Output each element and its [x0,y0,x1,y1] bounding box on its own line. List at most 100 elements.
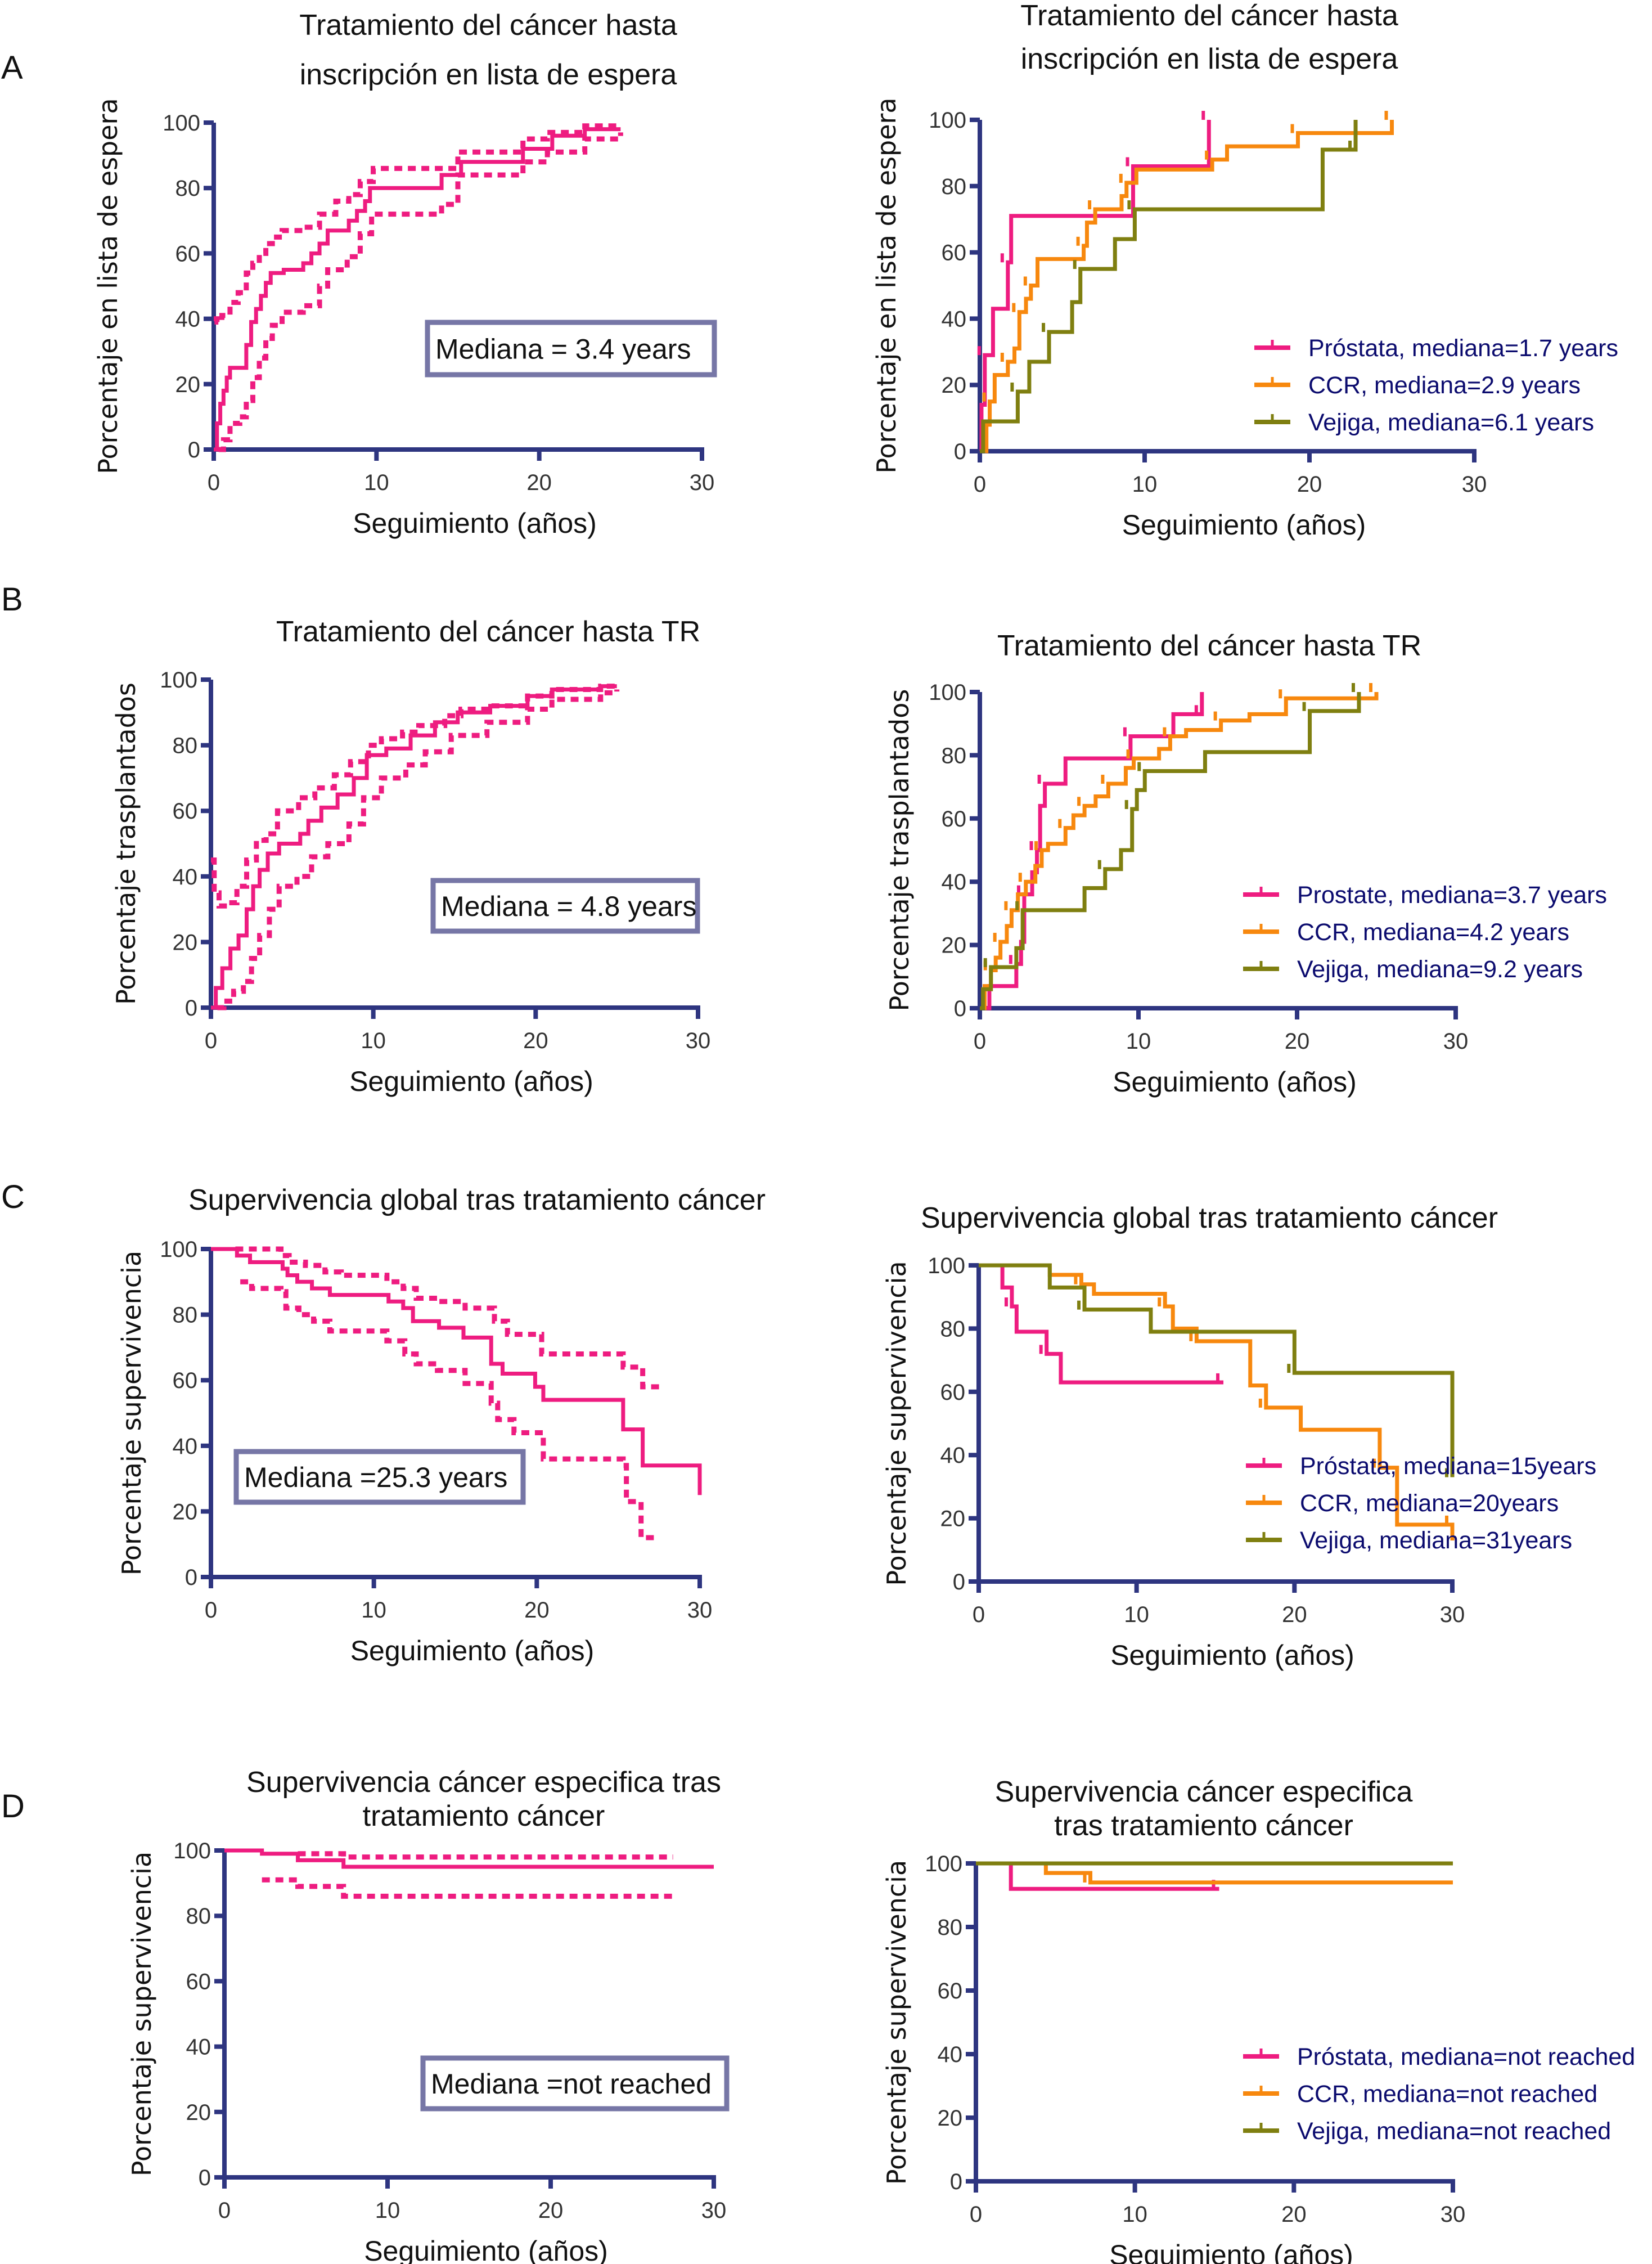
chart-panel-a-left: Tratamiento del cáncer hasta inscripción … [93,9,717,539]
x-axis-label: Seguimiento (años) [1122,509,1366,541]
y-tick-label: 40 [942,307,967,331]
y-tick-label: 60 [942,241,967,266]
y-tick-label: 20 [942,933,967,958]
panel-letter-d: D [1,1788,25,1825]
x-tick-label: 0 [974,472,986,497]
series-vejiga [979,1263,1455,1477]
y-tick-label: 80 [186,1904,211,1929]
median-box [430,878,700,934]
series-estimate [214,127,621,452]
y-tick-label: 0 [185,996,197,1021]
y-tick-label: 100 [173,1839,211,1863]
series-estimate [211,684,617,1010]
y-axis-label: Porcentaje supervivencia [881,1261,912,1585]
x-axis-label: Seguimiento (años) [1110,1639,1354,1671]
y-tick-label: 0 [950,2169,962,2194]
y-tick-label: 20 [173,930,198,955]
x-tick-label: 30 [1443,1029,1469,1054]
chart-title: Supervivencia cáncer especifica tras [246,1766,721,1799]
chart-title: Supervivencia global tras tratamiento cá… [188,1184,766,1216]
chart-title: Tratamiento del cáncer hasta TR [997,630,1421,662]
series-ccr [980,120,1394,453]
legend-label-vejiga: Vejiga, mediana=6.1 years [1308,409,1594,436]
y-tick-label: 0 [188,438,200,462]
legend-label-ccr: CCR, mediana=20years [1300,1490,1559,1517]
y-axis-label: Porcentaje supervivencia [116,1251,147,1575]
median-box [425,320,717,378]
x-tick-label: 10 [375,2198,400,2223]
x-tick-label: 30 [687,1598,713,1623]
x-tick-label: 20 [538,2198,564,2223]
y-tick-label: 80 [942,743,967,768]
x-axis-label: Seguimiento (años) [1109,2239,1353,2264]
median-label: Mediana =not reached [431,2068,712,2100]
chart-panel-b-right: Tratamiento del cáncer hasta TR 0 20 40 60 80… [884,630,1607,1098]
y-tick-label: 20 [186,2100,211,2125]
y-tick-label: 60 [938,1979,963,2004]
x-tick-label: 20 [526,470,552,495]
series-ccr [980,692,1379,1010]
panel-letter-c: C [1,1179,25,1215]
series-ccr [979,1263,1455,1540]
series-ci-upper [235,1246,659,1390]
series-ci-lower [262,1877,673,1899]
x-tick-label: 10 [1122,2202,1147,2227]
x-tick-label: 0 [974,1029,986,1054]
median-box [420,2055,730,2112]
x-tick-label: 10 [1126,1029,1151,1054]
x-tick-label: 10 [364,470,389,495]
x-tick-label: 0 [205,1028,217,1053]
series-vejiga [980,692,1361,1010]
y-tick-label: 20 [940,1507,966,1531]
chart-panel-c-right: Supervivencia global tras tratamiento cá… [881,1202,1596,1671]
chart-title: Tratamiento del cáncer hasta [1020,0,1398,32]
y-tick-label: 20 [173,1499,198,1524]
x-tick-label: 30 [701,2198,727,2223]
x-tick-label: 30 [1441,2202,1466,2227]
y-tick-label: 80 [942,174,967,199]
chart-title: tratamiento cáncer [363,1800,605,1832]
x-axis-label: Seguimiento (años) [1113,1066,1357,1098]
x-tick-label: 0 [208,470,220,495]
y-tick-label: 40 [173,1434,198,1459]
y-tick-label: 20 [942,373,967,398]
y-tick-label: 60 [175,241,201,266]
y-axis-label: Porcentaje en lista de espera [871,97,902,473]
y-tick-label: 40 [186,2035,211,2060]
chart-panel-a-right: Tratamiento del cáncer hasta inscripción … [871,0,1618,541]
y-tick-label: 20 [175,372,201,397]
chart-title: Supervivencia global tras tratamiento cá… [921,1202,1498,1234]
x-tick-label: 0 [205,1598,217,1623]
series-ci-upper [298,1851,673,1860]
x-tick-label: 20 [523,1028,548,1053]
y-tick-label: 40 [175,307,201,332]
y-tick-label: 40 [942,870,967,895]
x-tick-label: 10 [361,1028,386,1053]
median-label: Mediana =25.3 years [244,1462,507,1493]
median-label: Mediana = 4.8 years [441,891,696,922]
x-tick-label: 30 [686,1028,711,1053]
y-tick-label: 0 [953,1570,965,1594]
y-axis-label: Porcentaje trasplantados [111,682,141,1005]
series-prostata [976,1861,1219,1891]
y-tick-label: 60 [942,807,967,832]
y-tick-label: 0 [954,996,966,1021]
legend-label-prostata: Próstata, mediana=1.7 years [1308,335,1618,362]
x-axis-label: Seguimiento (años) [350,1635,595,1666]
legend-label-prostata: Próstata, mediana=15years [1300,1453,1596,1480]
y-tick-label: 80 [938,1915,963,1940]
series-prostata [979,1263,1224,1385]
y-tick-label: 60 [186,1969,211,1994]
legend-label-prostata: Prostate, mediana=3.7 years [1297,882,1607,909]
y-tick-label: 40 [938,2042,963,2067]
y-tick-label: 60 [173,799,198,824]
y-tick-label: 40 [173,865,198,890]
y-tick-label: 20 [938,2106,963,2131]
y-tick-label: 100 [163,111,200,136]
legend-label-ccr: CCR, mediana=2.9 years [1308,372,1581,399]
x-tick-label: 0 [973,1602,985,1627]
legend-label-vejiga: Vejiga, mediana=31years [1300,1527,1572,1554]
y-tick-label: 100 [929,680,966,705]
